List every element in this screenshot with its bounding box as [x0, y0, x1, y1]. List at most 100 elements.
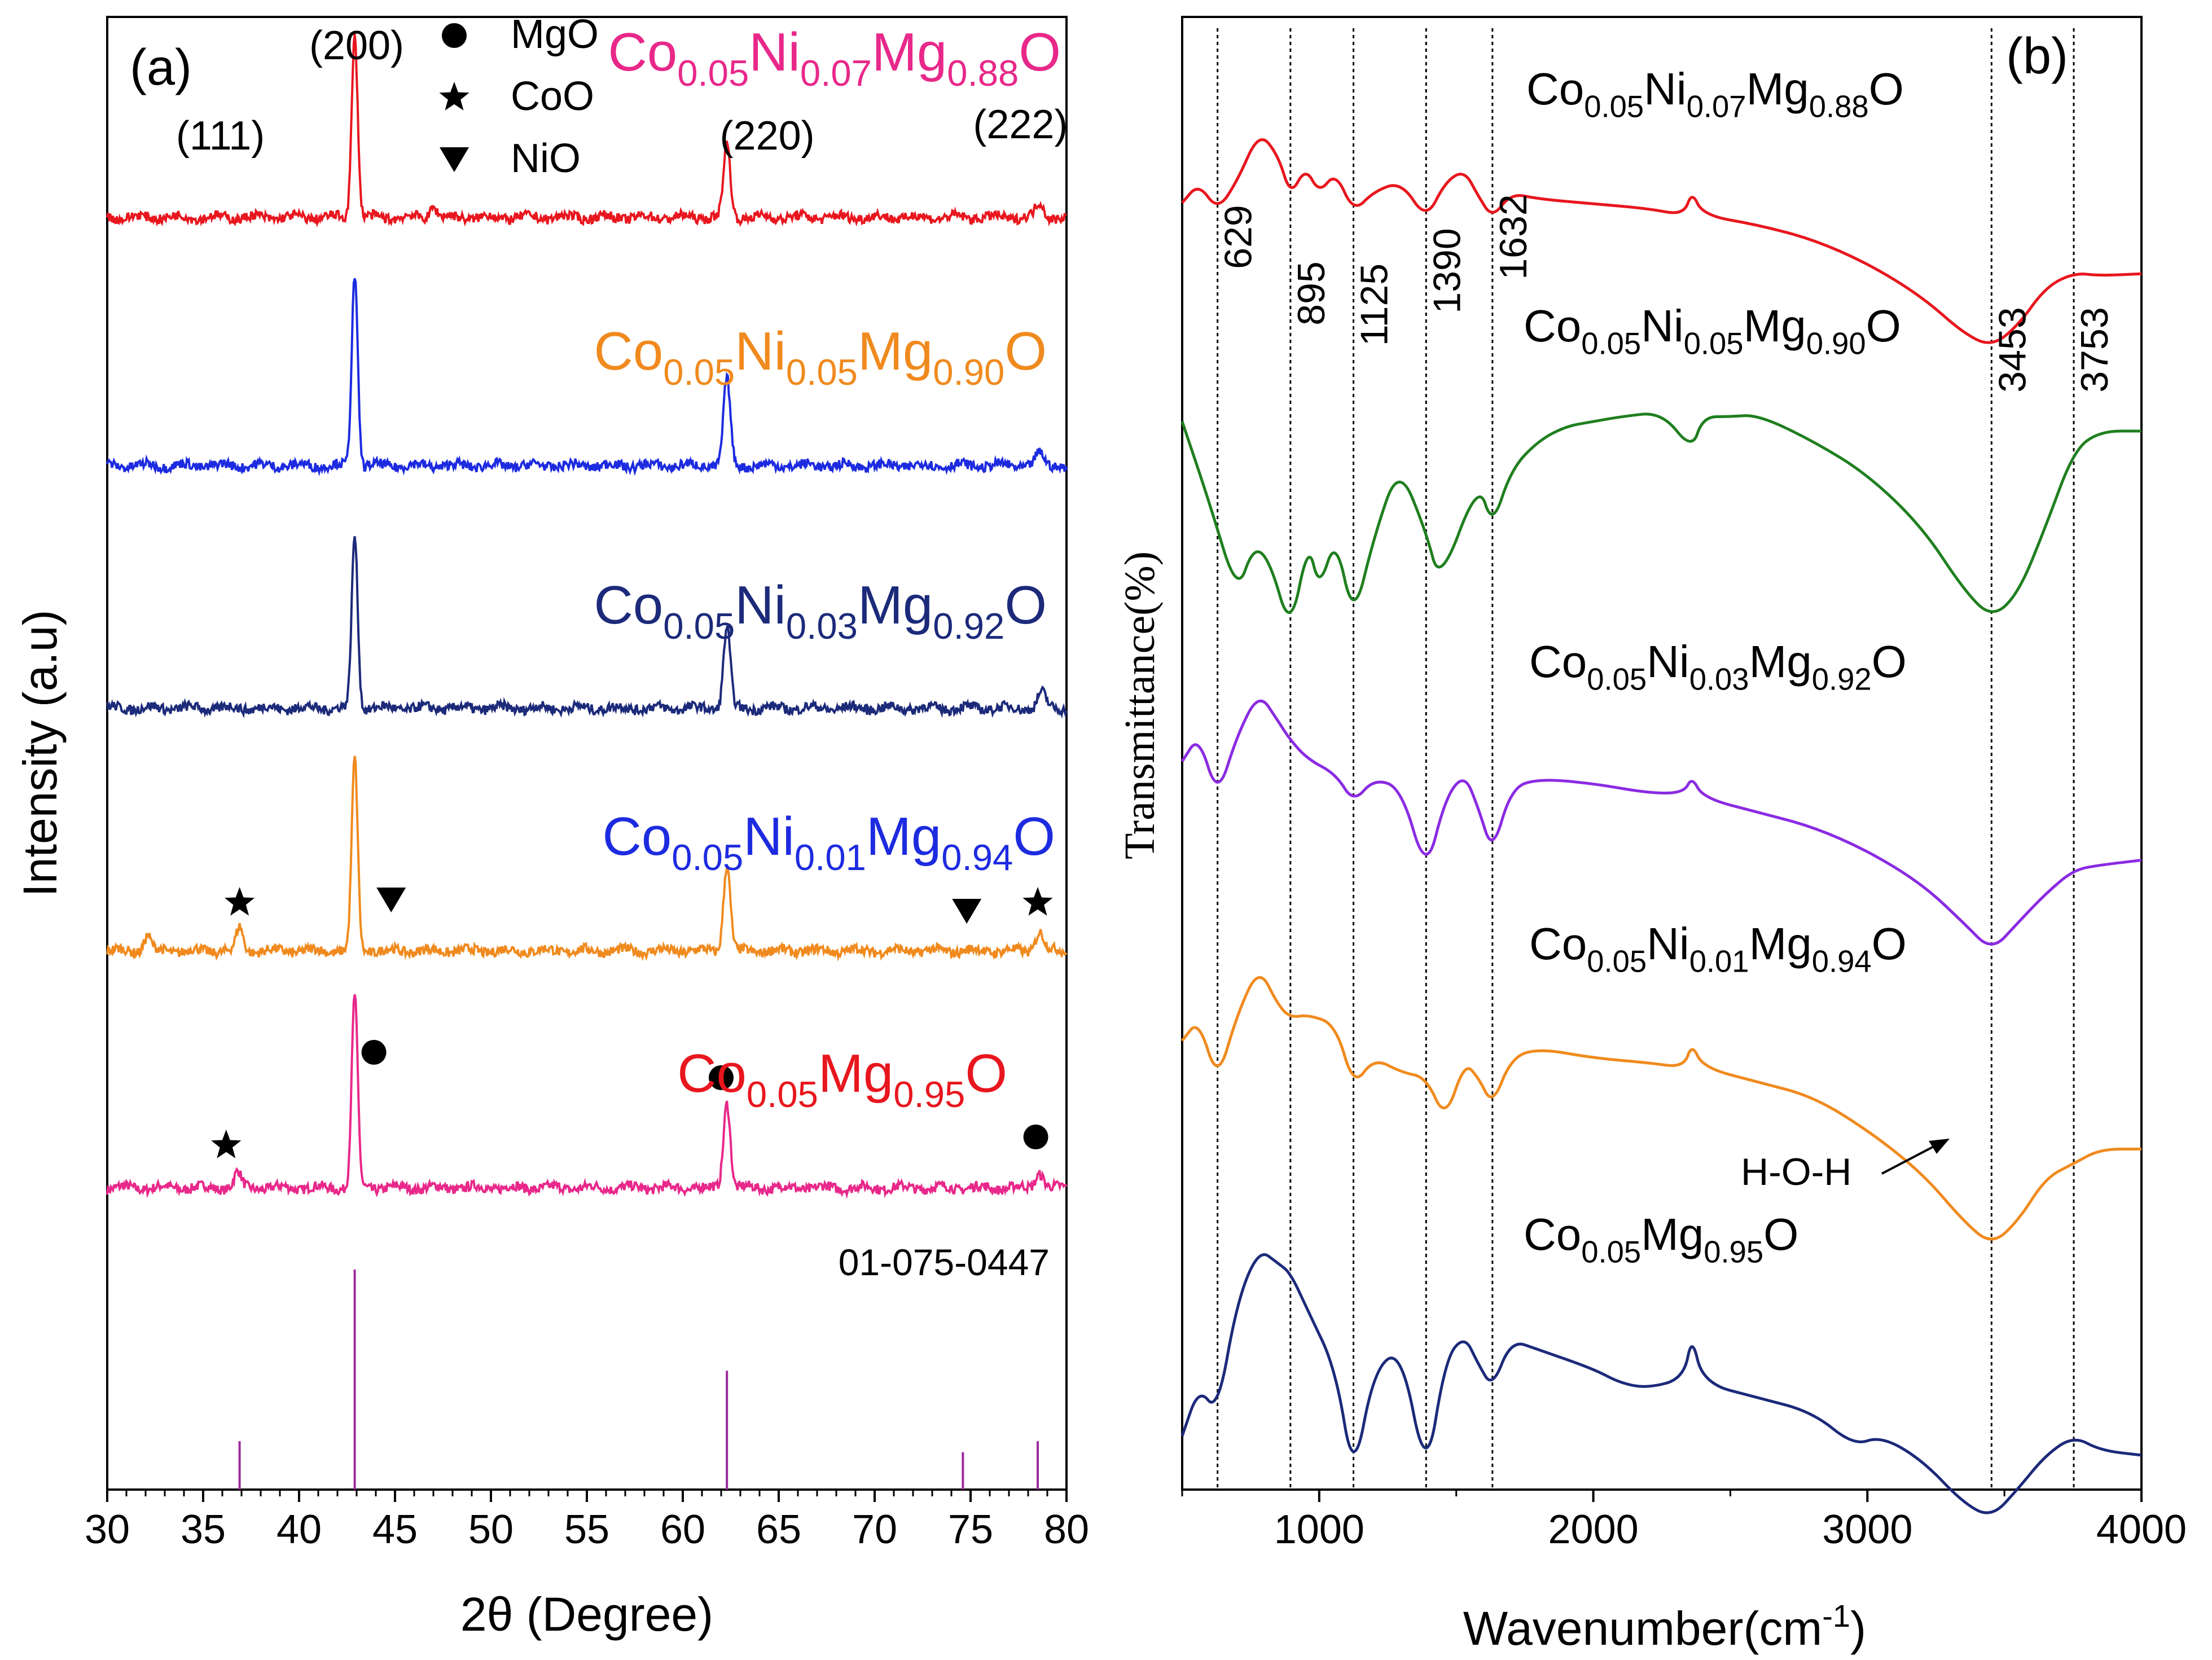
- wavenumber-label: 895: [1290, 261, 1333, 325]
- ftir-series-line: [1181, 976, 2141, 1241]
- hoh-arrow: [1881, 1141, 1942, 1175]
- x-tick-label: 30: [85, 1507, 130, 1552]
- formula-subscript: 0.94: [1812, 944, 1872, 978]
- formula-element: Ni: [1647, 636, 1689, 687]
- formula-element: Mg: [1744, 301, 1806, 351]
- ftir-series: [1180, 138, 2142, 1514]
- ftir-series-line: [1181, 138, 2142, 344]
- coo-star-marker: [225, 887, 255, 916]
- x-tick-label: 75: [948, 1507, 993, 1552]
- formula-element: Co: [677, 1043, 747, 1104]
- formula-element: O: [1763, 1209, 1798, 1259]
- coo-star-marker: [1022, 887, 1053, 916]
- xrd-annotations: (111) (200) (220) (222): [176, 23, 1068, 159]
- panel-b-label: (b): [2006, 28, 2068, 85]
- ftir-series-line: [1180, 412, 2141, 614]
- x-tick-label: 3000: [1822, 1507, 1912, 1552]
- ftir-x-ticks: 1000 2000 3000 4000: [1181, 1490, 2187, 1552]
- formula-subscript: 0.05: [677, 52, 749, 94]
- formula-subscript: 0.07: [800, 52, 872, 94]
- x-tick-label: 50: [468, 1507, 514, 1552]
- formula-subscript: 0.05: [1684, 326, 1744, 361]
- coo-star-marker: [211, 1130, 242, 1158]
- x-tick-label: 35: [181, 1507, 226, 1552]
- formula-element: Mg: [872, 22, 947, 82]
- formula-element: Mg: [866, 806, 941, 867]
- formula-subscript: 0.05: [786, 352, 858, 393]
- x-tick-label: 1000: [1274, 1507, 1364, 1552]
- mgo-circle-marker: [1023, 1125, 1048, 1149]
- ftir-series-line: [1180, 699, 2142, 946]
- x-tick-label: 2000: [1548, 1507, 1638, 1552]
- formula-subscript: 0.05: [663, 605, 735, 647]
- x-tick-label: 80: [1044, 1507, 1089, 1552]
- x-tick-label: 45: [372, 1507, 418, 1552]
- formula-element: Co: [594, 321, 664, 381]
- legend-label: NiO: [511, 136, 581, 181]
- formula-element: Co: [1524, 1209, 1581, 1259]
- formula-element: O: [1004, 575, 1047, 635]
- formula-subscript: 0.92: [933, 605, 1004, 647]
- ftir-series-labels: Co0.05Ni0.07Mg0.88O Co0.05Ni0.05Mg0.90O Co…: [1524, 64, 1907, 1269]
- legend-label: MgO: [511, 12, 599, 57]
- ftir-x-axis-title: Wavenumber(cm-1): [1463, 1598, 1866, 1655]
- formula-subscript: 0.05: [1584, 89, 1644, 124]
- xrd-series-label: Co0.05Ni0.01Mg0.94O: [603, 806, 1056, 878]
- formula-element: O: [1869, 64, 1904, 114]
- formula-subscript: 0.90: [933, 352, 1004, 393]
- xrd-series-line: [106, 278, 1068, 477]
- wavenumber-label: 3753: [2073, 307, 2116, 392]
- formula-element: Ni: [1644, 64, 1687, 114]
- ftir-plot-frame: [1181, 16, 2143, 1491]
- formula-element: Co: [608, 22, 678, 82]
- ftir-reference-lines: [1217, 28, 2075, 1490]
- xrd-x-axis-title: 2θ (Degree): [460, 1588, 713, 1641]
- ftir-wavenumber-labels: 629 895 1125 1390 1632 3453 3753: [1217, 194, 2116, 392]
- ftir-y-axis-title: Transmittance(%): [1116, 551, 1164, 859]
- formula-subscript: 0.05: [1587, 944, 1647, 978]
- x-tick-label: 65: [756, 1507, 801, 1552]
- xrd-peak-markers: [211, 887, 1053, 1158]
- formula-element: Ni: [735, 321, 786, 381]
- coo-star-marker: [439, 82, 469, 111]
- formula-subscript: 0.94: [941, 837, 1013, 878]
- formula-subscript: 0.95: [1704, 1235, 1763, 1269]
- wavenumber-label: 3453: [1991, 307, 2034, 392]
- formula-element: Mg: [1746, 64, 1809, 114]
- nio-triangle-marker: [376, 888, 406, 912]
- formula-element: O: [1872, 919, 1907, 969]
- formula-element: O: [1004, 321, 1047, 381]
- ftir-series-label: Co0.05Ni0.05Mg0.90O: [1524, 301, 1901, 361]
- wavenumber-label: 629: [1217, 205, 1260, 269]
- legend-label: CoO: [511, 74, 594, 119]
- x-tick-label: 60: [660, 1507, 705, 1552]
- xrd-series-line: [106, 756, 1068, 962]
- formula-element: Mg: [858, 575, 933, 635]
- formula-subscript: 0.05: [1587, 662, 1647, 696]
- formula-subscript: 0.01: [795, 837, 866, 878]
- x-tick-label: 55: [564, 1507, 609, 1552]
- mgo-circle-marker: [709, 1065, 734, 1090]
- ftir-series-label: Co0.05Mg0.95O: [1524, 1209, 1798, 1269]
- formula-element: Ni: [743, 806, 795, 867]
- xrd-series-label: Co0.05Ni0.07Mg0.88O: [608, 22, 1061, 94]
- formula-subscript: 0.07: [1687, 89, 1746, 124]
- formula-element: O: [965, 1043, 1007, 1104]
- miller-index-annotation: (111): [176, 113, 265, 159]
- ftir-panel: 1000 2000 3000 4000 Co0.05Ni0.07Mg0.88OCo0.…: [1116, 16, 2187, 1655]
- xrd-series-line: [106, 33, 1067, 228]
- hoh-label: H-O-H: [1741, 1150, 1851, 1193]
- ftir-series-label: Co0.05Ni0.07Mg0.88O: [1526, 64, 1904, 124]
- x-tick-label: 70: [852, 1507, 897, 1552]
- formula-subscript: 0.05: [1581, 1235, 1641, 1269]
- wavenumber-label: 1632: [1492, 194, 1535, 279]
- formula-subscript: 0.05: [1581, 326, 1641, 361]
- xrd-reference-name: 01-075-0447: [839, 1241, 1050, 1283]
- miller-index-annotation: (200): [309, 23, 404, 68]
- nio-triangle-marker: [952, 899, 982, 924]
- formula-element: O: [1019, 22, 1061, 82]
- formula-element: Ni: [735, 575, 786, 635]
- panel-a-label: (a): [130, 39, 192, 96]
- miller-index-annotation: (220): [720, 113, 815, 159]
